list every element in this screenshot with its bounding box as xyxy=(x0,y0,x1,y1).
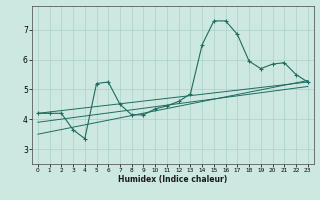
X-axis label: Humidex (Indice chaleur): Humidex (Indice chaleur) xyxy=(118,175,228,184)
